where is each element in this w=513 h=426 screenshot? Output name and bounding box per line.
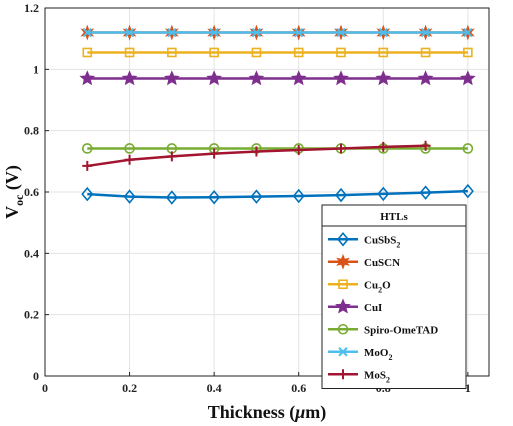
data-point: [251, 47, 262, 58]
data-point: [209, 148, 220, 159]
legend-marker: [338, 369, 348, 380]
legend-item-MoO2: MoO2: [328, 347, 392, 362]
data-point: [82, 160, 93, 171]
data-point: [124, 27, 135, 38]
legend-item-Spiro-OmeTAD: Spiro-OmeTAD: [328, 323, 438, 336]
data-point: [463, 27, 473, 38]
data-point: [208, 189, 221, 205]
data-point: [206, 70, 223, 86]
y-tick-label: 1.2: [24, 1, 39, 15]
legend-title: HTLs: [380, 211, 408, 223]
data-point: [463, 47, 473, 58]
series-MoS2: [82, 140, 431, 171]
data-point: [378, 47, 389, 58]
data-point: [166, 151, 177, 162]
series-Cu2O: [82, 47, 473, 58]
data-point: [209, 27, 219, 38]
legend-marker: [335, 298, 351, 314]
x-tick-label: 0.4: [207, 381, 222, 395]
data-point: [293, 144, 304, 155]
legend-marker: [336, 232, 350, 247]
data-point: [209, 47, 219, 58]
data-point: [81, 186, 94, 202]
x-axis-label: Thickness (μm): [208, 402, 327, 423]
data-point: [79, 70, 96, 86]
legend-label: MoS2: [364, 369, 390, 384]
data-point: [163, 70, 180, 86]
y-tick-label: 0: [33, 369, 39, 383]
legend: HTLs CuSbS2 CuSCN Cu2O CuI Spiro-OmeTAD MoO2 Mo…: [321, 204, 467, 389]
data-point: [251, 27, 262, 38]
series-CuSbS2: [81, 183, 474, 205]
x-tick-label: 1: [465, 381, 471, 395]
legend-item-Cu2O: Cu2O: [328, 279, 391, 294]
data-point: [165, 190, 178, 205]
data-point: [461, 183, 474, 199]
legend-marker: [338, 279, 348, 290]
y-tick-label: 0.2: [24, 308, 39, 322]
legend-box: [321, 204, 467, 389]
data-point: [124, 154, 135, 165]
legend-marker: [336, 253, 350, 270]
data-point: [375, 70, 392, 86]
data-point: [290, 70, 307, 86]
data-point: [336, 143, 346, 154]
data-point: [82, 47, 93, 58]
data-point: [420, 140, 431, 151]
data-point: [124, 47, 135, 58]
data-point: [419, 185, 432, 200]
series-MoO2: [82, 27, 473, 38]
legend-label: Cu2O: [364, 279, 391, 294]
data-point: [420, 47, 431, 58]
data-point: [292, 188, 305, 204]
data-point: [121, 70, 138, 86]
data-point: [248, 70, 265, 86]
data-point: [123, 189, 136, 204]
data-point: [167, 27, 177, 38]
y-axis-label: Voc (V): [2, 165, 26, 219]
legend-marker: [338, 347, 348, 357]
data-point: [378, 141, 389, 152]
legend-item-CuSbS2: CuSbS2: [328, 232, 400, 249]
legend-label: CuI: [364, 302, 382, 314]
x-tick-label: 0.2: [122, 381, 137, 395]
series-CuI: [79, 70, 476, 86]
series-line: [87, 189, 468, 199]
y-tick-label: 0.8: [24, 124, 39, 138]
legend-label: MoO2: [364, 347, 392, 362]
y-axis-ticks: 0 0.2 0.4 0.6 0.8 1 1.2: [24, 1, 49, 383]
data-point: [124, 143, 135, 154]
data-point: [459, 70, 476, 86]
y-tick-label: 0.6: [24, 185, 39, 199]
data-point: [417, 70, 434, 86]
data-point: [462, 143, 474, 154]
data-point: [377, 186, 390, 202]
y-tick-label: 1: [33, 62, 39, 76]
data-point: [293, 47, 304, 58]
legend-label: CuSCN: [364, 257, 400, 269]
data-point: [82, 27, 92, 38]
legend-marker: [337, 323, 349, 335]
data-point: [251, 146, 262, 157]
legend-item-MoS2: MoS2: [328, 369, 390, 384]
series-layer: [79, 24, 476, 205]
legend-label: Spiro-OmeTAD: [364, 324, 438, 336]
data-point: [294, 27, 304, 38]
data-point: [167, 47, 177, 58]
data-point: [336, 27, 346, 38]
data-point: [334, 187, 348, 203]
data-point: [81, 143, 93, 154]
data-point: [420, 27, 431, 38]
data-point: [333, 70, 349, 86]
x-tick-label: 0.6: [291, 381, 306, 395]
data-point: [250, 189, 263, 204]
data-point: [336, 47, 346, 58]
y-tick-label: 0.4: [24, 246, 39, 260]
legend-item-CuI: CuI: [328, 298, 382, 314]
data-point: [378, 27, 388, 38]
x-tick-label: 0: [42, 381, 48, 395]
legend-label: CuSbS2: [364, 234, 400, 249]
legend-item-CuSCN: CuSCN: [328, 253, 400, 270]
